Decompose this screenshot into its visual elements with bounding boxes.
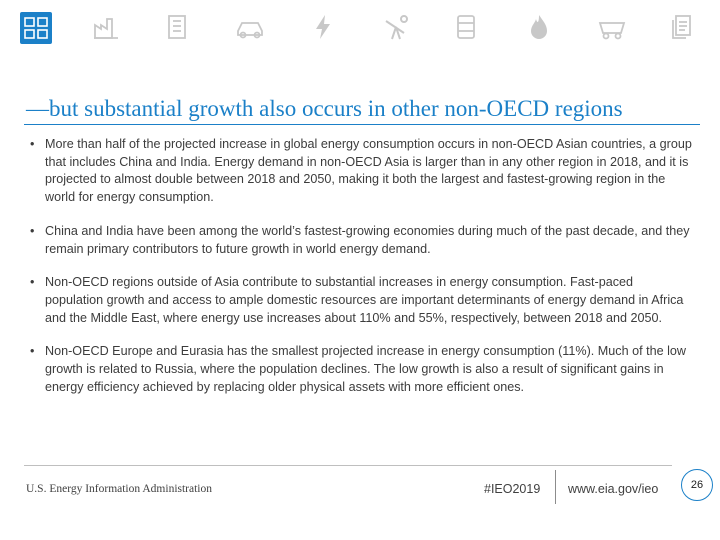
hashtag-label: #IEO2019 <box>484 482 541 496</box>
overview-icon[interactable] <box>20 12 52 44</box>
oil-barrel-icon[interactable] <box>450 11 482 43</box>
footer-divider <box>24 465 672 466</box>
bullet-marker: • <box>30 137 35 151</box>
bullet-list: • More than half of the projected increa… <box>30 136 694 412</box>
bullet-text: Non-OECD Europe and Eurasia has the smal… <box>45 344 686 394</box>
bullet-text: Non-OECD regions outside of Asia contrib… <box>45 275 684 325</box>
bullet-text: China and India have been among the worl… <box>45 223 690 256</box>
bullet-item: • China and India have been among the wo… <box>30 223 694 258</box>
website-link[interactable]: www.eia.gov/ieo <box>568 482 659 496</box>
bullet-marker: • <box>30 275 35 290</box>
documents-icon[interactable] <box>667 11 699 43</box>
title-divider <box>24 124 700 125</box>
transportation-car-icon[interactable] <box>234 11 266 43</box>
commercial-building-icon[interactable] <box>161 11 193 43</box>
bullet-marker: • <box>30 344 35 359</box>
slide-title: —but substantial growth also occurs in o… <box>26 96 623 121</box>
top-navigation-bar <box>0 0 720 56</box>
agency-name: U.S. Energy Information Administration <box>26 483 213 495</box>
petroleum-pump-icon[interactable] <box>380 11 412 43</box>
industrial-building-icon[interactable] <box>90 11 122 43</box>
bullet-item: • Non-OECD regions outside of Asia contr… <box>30 274 694 327</box>
bullet-text: More than half of the projected increase… <box>45 137 692 205</box>
footer-separator <box>555 470 556 504</box>
page-number-badge: 26 <box>681 469 713 501</box>
coal-cart-icon[interactable] <box>596 11 628 43</box>
electricity-bolt-icon[interactable] <box>307 11 339 43</box>
bullet-marker: • <box>30 223 35 238</box>
natural-gas-flame-icon[interactable] <box>523 11 555 43</box>
page-number: 26 <box>690 479 704 491</box>
bullet-item: • Non-OECD Europe and Eurasia has the sm… <box>30 343 694 396</box>
bullet-item: • More than half of the projected increa… <box>30 136 694 207</box>
